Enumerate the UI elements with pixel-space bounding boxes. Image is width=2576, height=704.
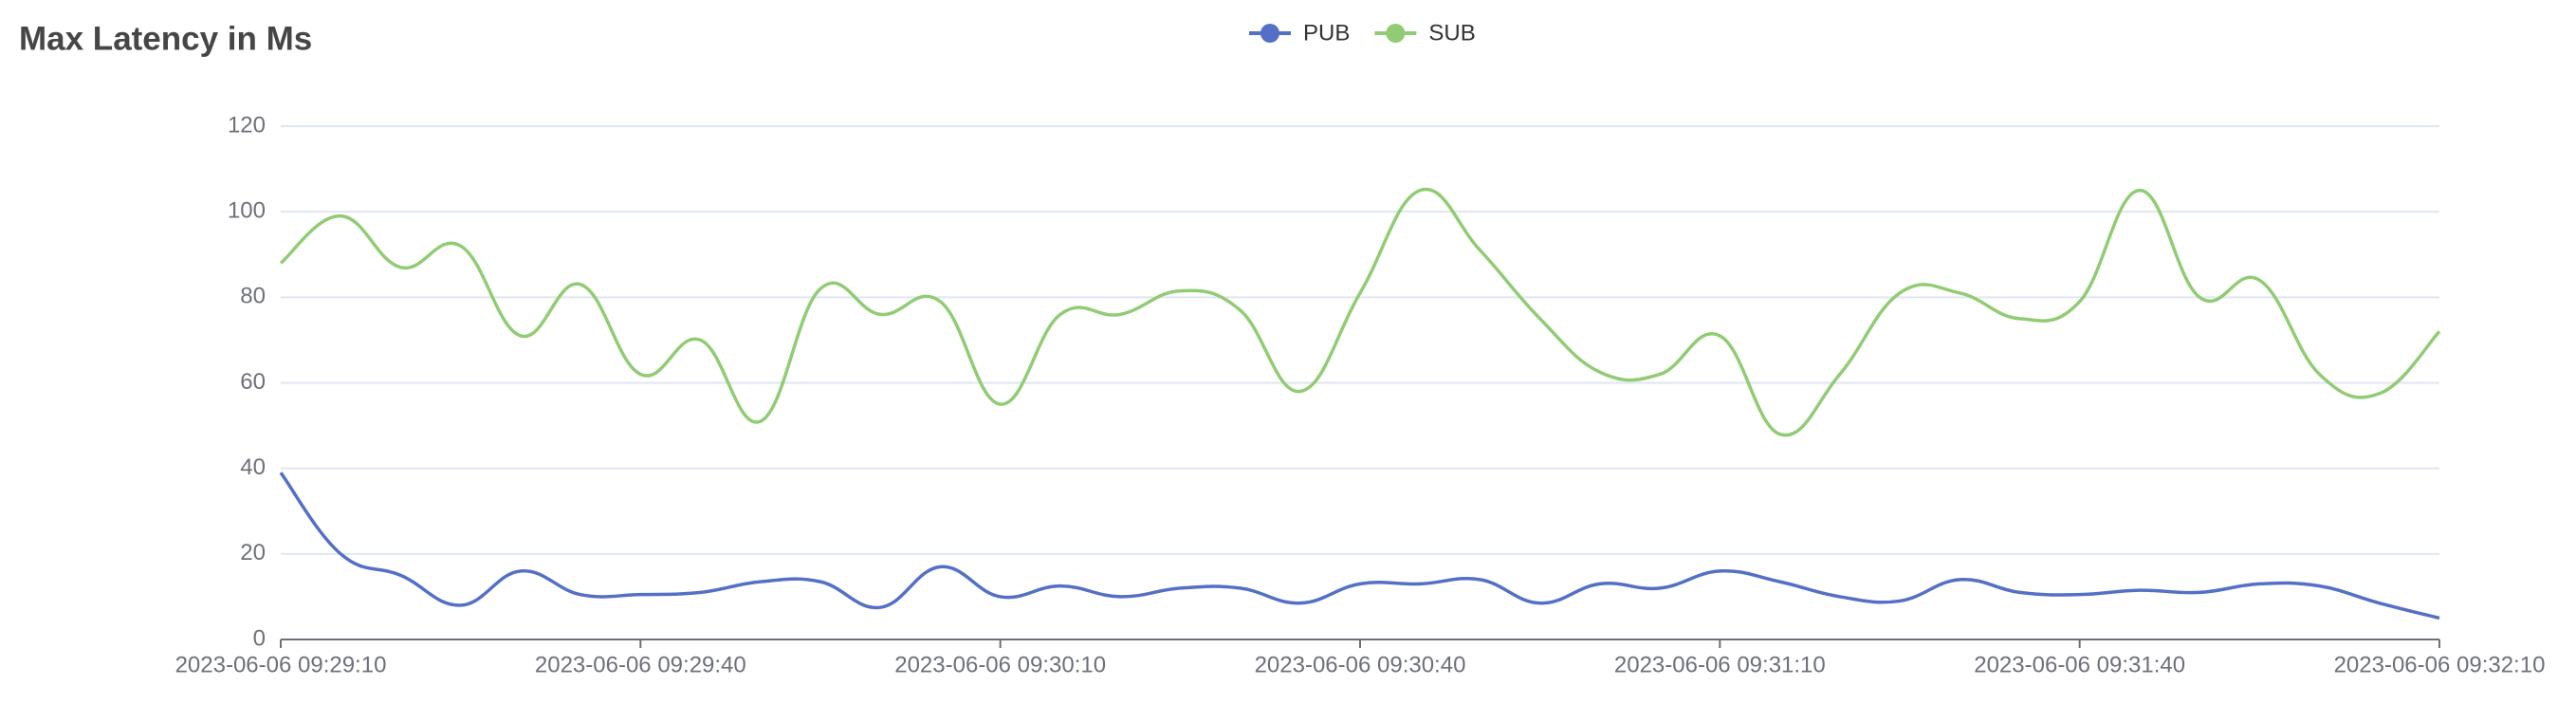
y-tick-label: 0 [253,625,266,651]
legend-icon [1260,24,1279,43]
x-tick-label: 2023-06-06 09:32:10 [2334,652,2546,677]
legend-label: SUB [1428,20,1475,46]
legend-label: PUB [1303,20,1350,46]
y-tick-label: 20 [240,540,266,565]
x-tick-label: 2023-06-06 09:30:40 [1255,652,1466,677]
y-tick-label: 60 [240,369,266,395]
x-tick-label: 2023-06-06 09:31:40 [1974,652,2185,677]
chart-title: Max Latency in Ms [19,20,312,57]
x-tick-label: 2023-06-06 09:30:10 [894,652,1106,677]
line [279,472,2440,621]
y-tick-label: 80 [240,284,266,309]
y-tick-label: 40 [240,454,266,480]
y-tick-label: 120 [228,112,266,138]
y-tick-label: 100 [228,198,266,224]
x-tick-label: 2023-06-06 09:29:10 [175,652,387,677]
x-tick-label: 2023-06-06 09:29:40 [535,652,746,677]
line [279,187,2441,437]
legend-icon [1386,24,1406,43]
legend: PUB SUB [1249,20,1476,46]
x-tick-label: 2023-06-06 09:31:10 [1614,652,1826,677]
